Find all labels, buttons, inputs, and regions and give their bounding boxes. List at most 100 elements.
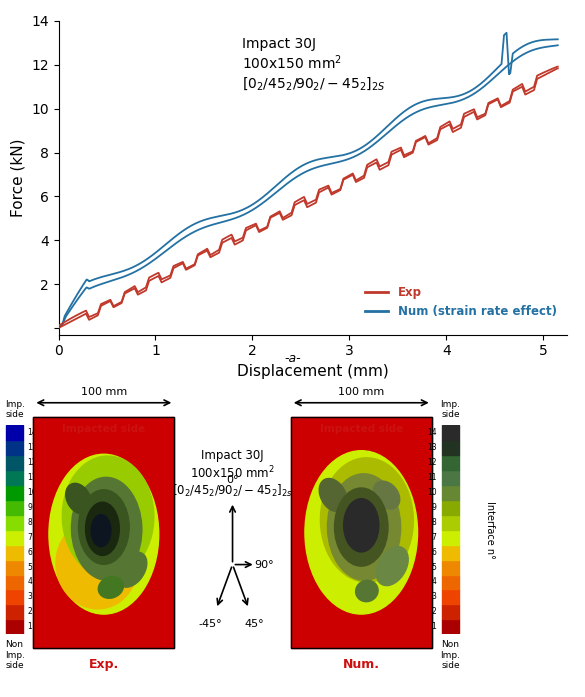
Bar (442, 440, 459, 455)
Text: 1: 1 (432, 622, 436, 631)
Text: 5: 5 (27, 562, 32, 572)
Text: 10: 10 (27, 488, 37, 497)
Text: Impacted side: Impacted side (319, 424, 403, 434)
Bar (6, 485, 23, 500)
Bar (442, 425, 459, 440)
Ellipse shape (373, 481, 400, 509)
Ellipse shape (66, 483, 91, 514)
Bar (442, 604, 459, 620)
Bar (33, 417, 174, 648)
Bar (6, 500, 23, 515)
X-axis label: Displacement (mm): Displacement (mm) (237, 364, 389, 379)
Text: -a-: -a- (284, 352, 301, 365)
Text: 6: 6 (27, 548, 32, 557)
Text: 1: 1 (27, 622, 32, 631)
Ellipse shape (63, 456, 154, 576)
Bar (6, 604, 23, 620)
Ellipse shape (56, 520, 137, 608)
Text: 7: 7 (432, 533, 436, 542)
Bar (442, 620, 459, 634)
Bar (442, 574, 459, 590)
Ellipse shape (335, 488, 388, 566)
Text: Impact 30J
100x150 mm$^2$
$[0_2/45_2/90_2/-45_2]_{2s}$: Impact 30J 100x150 mm$^2$ $[0_2/45_2/90_… (172, 449, 293, 499)
Text: 11: 11 (427, 473, 436, 482)
Bar (442, 500, 459, 515)
Bar (6, 470, 23, 485)
Legend: Exp, Num (strain rate effect): Exp, Num (strain rate effect) (360, 281, 562, 323)
Text: 12: 12 (427, 458, 436, 467)
Text: 4: 4 (27, 578, 32, 586)
Bar (442, 530, 459, 544)
Bar (6, 544, 23, 560)
Text: 100 mm: 100 mm (338, 388, 384, 397)
Ellipse shape (356, 581, 378, 602)
Ellipse shape (98, 576, 123, 598)
Text: 2: 2 (27, 607, 32, 616)
Text: Non
Imp.
side: Non Imp. side (5, 641, 25, 670)
Bar (442, 544, 459, 560)
Text: Non
Imp.
side: Non Imp. side (441, 641, 460, 670)
Ellipse shape (343, 498, 379, 552)
Text: 4: 4 (432, 578, 436, 586)
Text: Exp.: Exp. (89, 659, 119, 671)
Bar (291, 417, 432, 648)
Bar (6, 425, 23, 440)
Text: Imp.
side: Imp. side (441, 400, 460, 419)
Ellipse shape (321, 458, 414, 582)
Ellipse shape (328, 474, 401, 581)
Ellipse shape (376, 546, 408, 585)
Ellipse shape (78, 490, 129, 565)
Ellipse shape (49, 454, 159, 614)
Text: 90°: 90° (254, 560, 273, 569)
Text: Num.: Num. (343, 659, 380, 671)
Text: 0°: 0° (226, 475, 239, 485)
Bar (6, 515, 23, 530)
Text: 6: 6 (432, 548, 436, 557)
Text: 5: 5 (432, 562, 436, 572)
Text: 10: 10 (427, 488, 436, 497)
Text: 12: 12 (27, 458, 37, 467)
Text: Imp.
side: Imp. side (5, 400, 25, 419)
Text: 8: 8 (432, 518, 436, 527)
Ellipse shape (117, 552, 147, 587)
Y-axis label: Force (kN): Force (kN) (11, 139, 26, 217)
Text: Impacted side: Impacted side (62, 424, 146, 434)
Text: 3: 3 (27, 592, 32, 602)
Ellipse shape (319, 478, 347, 512)
Text: 8: 8 (27, 518, 32, 527)
Ellipse shape (71, 477, 142, 581)
Bar (291, 417, 432, 648)
Text: Impact 30J
100x150 mm$^2$
$[0_2/45_2/90_2/-45_2]_{2S}$: Impact 30J 100x150 mm$^2$ $[0_2/45_2/90_… (242, 36, 385, 91)
Text: 45°: 45° (245, 620, 264, 629)
Text: 7: 7 (27, 533, 32, 542)
Bar (6, 574, 23, 590)
Text: 14: 14 (427, 428, 436, 437)
Text: 2: 2 (432, 607, 436, 616)
Bar (442, 515, 459, 530)
Bar (6, 530, 23, 544)
Bar (6, 440, 23, 455)
Text: 9: 9 (27, 503, 32, 512)
Text: 14: 14 (27, 428, 37, 437)
Ellipse shape (91, 514, 111, 546)
Ellipse shape (305, 451, 418, 614)
Bar (6, 455, 23, 470)
Bar (442, 470, 459, 485)
Bar (33, 417, 174, 648)
Text: 9: 9 (432, 503, 436, 512)
Bar (6, 590, 23, 604)
Bar (442, 485, 459, 500)
Bar (442, 560, 459, 574)
Text: Interface n°: Interface n° (485, 500, 495, 559)
Text: -45°: -45° (199, 620, 222, 629)
Bar (442, 455, 459, 470)
Text: 100 mm: 100 mm (81, 388, 127, 397)
Bar (442, 590, 459, 604)
Text: 13: 13 (427, 443, 436, 452)
Text: 11: 11 (27, 473, 37, 482)
Bar (6, 560, 23, 574)
Text: 3: 3 (432, 592, 436, 602)
Text: 13: 13 (27, 443, 37, 452)
Ellipse shape (85, 503, 119, 556)
Bar (6, 620, 23, 634)
